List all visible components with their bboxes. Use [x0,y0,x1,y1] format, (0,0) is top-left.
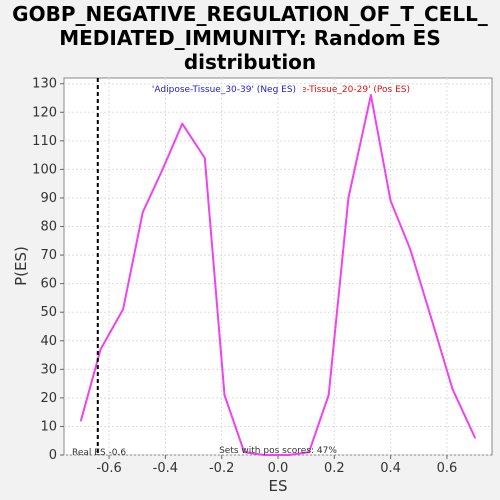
data-point [203,157,206,159]
data-point [223,394,226,396]
x-axis-title: ES [269,477,288,495]
x-tick-label: -0.2 [209,461,234,476]
x-tick-label: 0.0 [268,461,289,476]
data-point [80,419,82,422]
series-layer [79,94,477,456]
y-tick-label: 50 [40,305,57,320]
chart-title-line-3: distribution [183,50,317,74]
data-point [243,451,246,453]
data-point [308,451,310,453]
y-tick-label: 10 [40,419,57,434]
data-point [474,437,476,439]
y-tick-label: 80 [40,220,57,235]
y-tick-label: 90 [40,191,57,206]
y-tick-label: 40 [40,334,57,349]
y-tick-label: 60 [40,277,57,292]
y-tick-label: 100 [32,162,57,177]
x-tick-label: 0.4 [380,461,401,476]
data-point [122,308,124,311]
x-tick-label: 0.2 [324,461,345,476]
pos-scores-label: Sets with pos scores: 47% [219,446,337,456]
y-tick-label: 30 [40,362,57,377]
data-point [451,388,454,391]
data-point [432,322,434,325]
x-tick-label: -0.6 [96,461,121,476]
data-point [181,122,184,125]
y-axis-title: P(ES) [12,246,30,286]
y-tick-label: 130 [32,77,57,92]
y-tick-label: 20 [40,391,57,406]
data-point [389,200,392,202]
neg-es-label: 'Adipose-Tissue_30-39' (Neg ES) [152,85,296,95]
tick-layer: 0 10 20 30 40 50 60 70 80 90 100 110 120 130 -0.6 -0.4 -… [32,77,457,476]
distribution-line [79,94,477,456]
data-point [263,454,265,456]
y-tick-label: 0 [49,448,57,463]
chart-title-line-1: GOBP_NEGATIVE_REGULATION_OF_T_CELL_ [12,2,488,26]
x-tick-label: 0.6 [437,461,458,476]
x-tick-label: -0.4 [153,461,178,476]
pos-es-label: 'Adipose-Tissue_20-29' (Pos ES) [269,85,410,95]
data-point [409,248,412,251]
data-point [161,168,164,171]
data-point [142,211,144,214]
data-point [347,197,350,199]
annot-layer: 'Adipose-Tissue_30-39' (Neg ES)'Adipose-… [72,78,410,458]
y-tick-label: 110 [32,134,57,149]
data-point [370,94,372,96]
real-es-label: Real ES -0.6 [72,448,126,458]
chart-title-line-2: MEDIATED_IMMUNITY: Random ES [59,26,441,50]
data-point [99,348,102,351]
y-tick-label: 120 [32,105,57,120]
y-tick-label: 70 [40,248,57,263]
data-point [327,394,330,396]
chart-title: GOBP_NEGATIVE_REGULATION_OF_T_CELL_ MEDI… [0,2,500,74]
data-point [288,454,291,456]
